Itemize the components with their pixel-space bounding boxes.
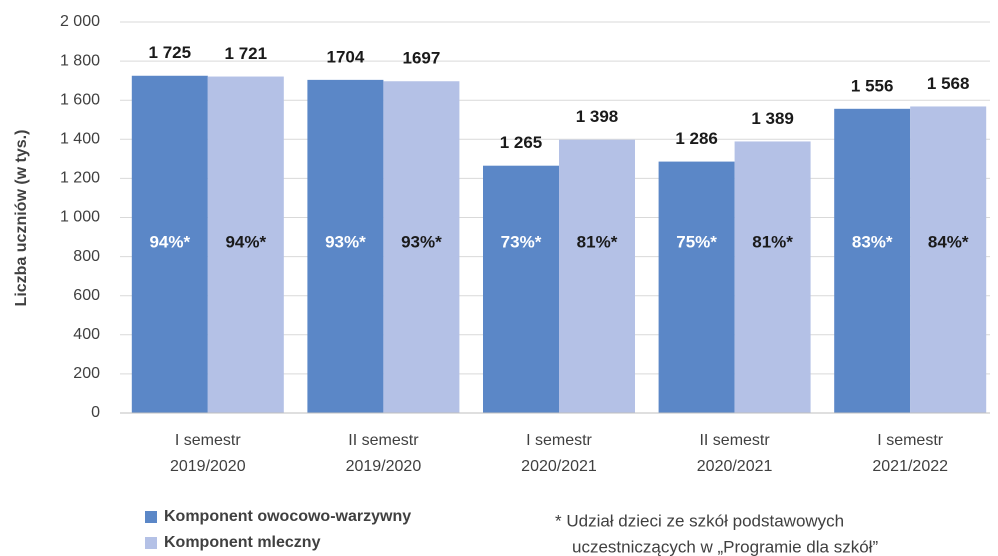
y-tick-label: 2 000: [60, 13, 100, 30]
value-label: 1 398: [576, 107, 619, 126]
legend-swatch: [145, 537, 157, 549]
y-tick-label: 0: [91, 404, 100, 421]
share-label: 93%*: [325, 232, 366, 251]
bar: [834, 108, 911, 413]
bar: [383, 81, 460, 413]
y-axis-label: Liczba uczniów (w tys.): [13, 130, 30, 307]
y-tick-label: 1 800: [60, 52, 100, 69]
x-tick-label: I semestr: [877, 432, 943, 449]
x-tick-label: 2019/2020: [170, 458, 246, 475]
bar: [658, 161, 735, 413]
value-label: 1 725: [149, 43, 192, 62]
y-tick-label: 1 200: [60, 170, 100, 187]
bar: [734, 141, 811, 413]
share-label: 84%*: [928, 232, 969, 251]
x-tick-label: 2019/2020: [346, 458, 422, 475]
y-tick-label: 800: [73, 248, 100, 265]
x-tick-label: II semestr: [348, 432, 419, 449]
y-tick-label: 600: [73, 287, 100, 304]
legend-label: Komponent mleczny: [164, 534, 321, 551]
value-label: 1 286: [675, 129, 718, 148]
x-tick-label: I semestr: [175, 432, 241, 449]
bar: [483, 165, 559, 413]
x-tick-label: II semestr: [699, 432, 770, 449]
bar: [307, 79, 384, 414]
legend-label: Komponent owocowo-warzywny: [164, 508, 411, 525]
value-label: 1 568: [927, 74, 970, 93]
x-tick-label: 2020/2021: [521, 458, 597, 475]
value-label: 1 389: [751, 109, 794, 128]
bar: [131, 75, 208, 413]
x-tick-label: I semestr: [526, 432, 592, 449]
share-label: 83%*: [852, 232, 893, 251]
x-tick-label: 2020/2021: [697, 458, 773, 475]
y-tick-label: 1 600: [60, 91, 100, 108]
y-tick-label: 200: [73, 365, 100, 382]
footnote: uczestniczących w „Programie dla szkół”: [572, 537, 878, 556]
footnote: * Udział dzieci ze szkół podstawowych: [555, 511, 844, 530]
value-label: 1704: [326, 47, 364, 66]
bar: [207, 76, 284, 414]
share-label: 94%*: [225, 232, 266, 251]
y-tick-label: 400: [73, 326, 100, 343]
y-tick-label: 1 000: [60, 209, 100, 226]
legend-swatch: [145, 511, 157, 523]
value-label: 1 721: [225, 44, 268, 63]
share-label: 81%*: [577, 232, 618, 251]
value-label: 1 265: [500, 133, 543, 152]
share-label: 94%*: [149, 232, 190, 251]
share-label: 81%*: [752, 232, 793, 251]
y-tick-label: 1 400: [60, 131, 100, 148]
value-label: 1697: [402, 49, 440, 68]
bar: [559, 139, 635, 414]
value-label: 1 556: [851, 76, 894, 95]
x-tick-label: 2021/2022: [872, 458, 948, 475]
bar: [910, 106, 987, 414]
share-label: 73%*: [501, 232, 542, 251]
share-label: 93%*: [401, 232, 442, 251]
share-label: 75%*: [676, 232, 717, 251]
